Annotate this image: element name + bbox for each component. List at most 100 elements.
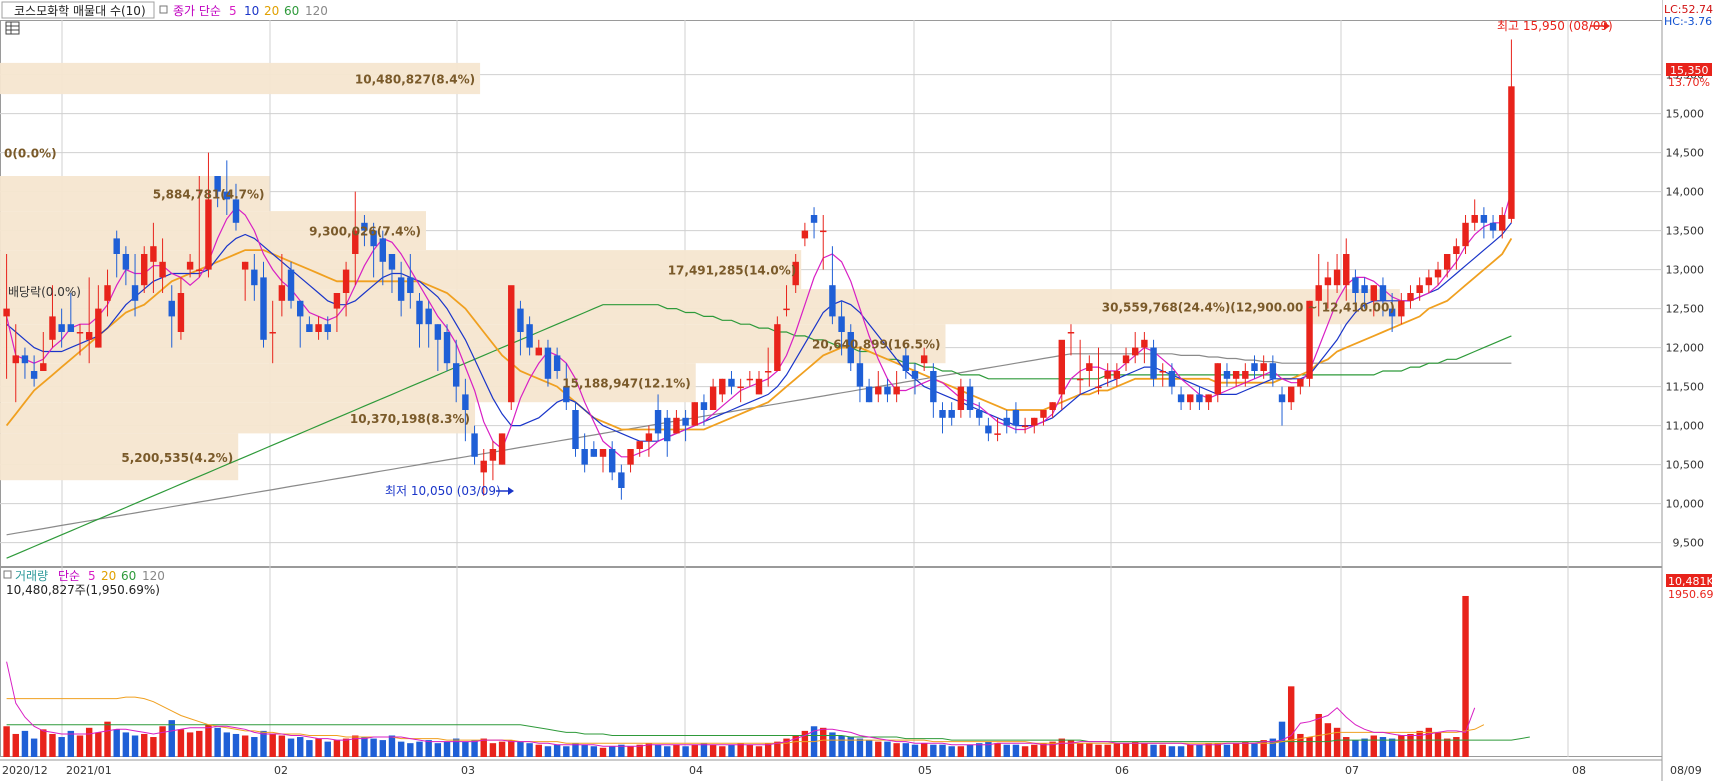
volume-bar [1003, 744, 1010, 757]
candle-body [462, 394, 469, 410]
last-price-tag-text: 15,350 [1670, 64, 1709, 77]
candle-body [67, 324, 75, 332]
volume-bar [150, 737, 157, 757]
volume-profile-label: 30,559,768(24.4%)(12,900.00 ~ 12,410.00) [1102, 301, 1395, 315]
volume-bar [1453, 737, 1460, 757]
volume-bar [1021, 746, 1029, 757]
candle-body [728, 378, 735, 387]
candle-body [333, 293, 341, 309]
candle-body [746, 378, 754, 381]
candle-body [1278, 394, 1286, 403]
candle-body [159, 261, 166, 278]
table-icon[interactable] [5, 21, 20, 35]
candle-body [636, 441, 643, 449]
candle-body [599, 449, 607, 457]
volume-bar [352, 735, 359, 757]
candle-body [1407, 293, 1414, 301]
candle-body [1242, 371, 1249, 379]
volume-bar [1131, 741, 1139, 757]
volume-bar [526, 743, 533, 757]
candle-body [480, 460, 487, 473]
price-title-box [1, 1, 155, 19]
candle-body [572, 410, 579, 449]
volume-bar [966, 744, 974, 757]
volume-profile-band [0, 62, 481, 95]
volume-bar [884, 741, 891, 757]
candle-body [618, 472, 625, 488]
volume-bar [1434, 732, 1442, 757]
volume-bar [654, 744, 662, 757]
candle-body [1370, 285, 1377, 301]
low-annotation: 최저 10,050 (03/09) [385, 484, 501, 498]
candle-body [1012, 410, 1020, 426]
x-tick-label: 08 [1572, 764, 1586, 777]
volume-bar [232, 733, 240, 757]
volume-bar [67, 730, 75, 757]
volume-bar [939, 744, 946, 757]
volume-bar [976, 743, 983, 757]
volume-profile-label: 5,884,781(4.7%) [153, 188, 265, 202]
candle-body [1196, 394, 1203, 403]
candle-body [1177, 394, 1185, 403]
candle-body [1361, 285, 1368, 293]
volume-bar [856, 738, 864, 757]
volume-bar [1462, 595, 1469, 757]
price-tick-label: 12,500 [1666, 303, 1705, 316]
volume-bar [1232, 743, 1240, 757]
candle-body [214, 176, 221, 192]
last-vol-tag-text: 10,481K [1668, 575, 1714, 588]
volume-bar [1187, 744, 1194, 757]
candle-body [792, 261, 799, 286]
candle-body [517, 308, 524, 332]
candle-body [1021, 425, 1029, 428]
volume-bar [581, 744, 588, 757]
volume-bar [902, 743, 910, 757]
candle-body [563, 386, 570, 403]
volume-bar [278, 735, 286, 757]
ma10-line [6, 222, 1512, 442]
candle-body [1425, 277, 1433, 286]
volume-bar [196, 730, 203, 757]
volume-bar [1260, 740, 1267, 757]
volume-bar [755, 746, 763, 757]
candle-body [49, 316, 56, 340]
candle-body [948, 410, 955, 418]
volume-profile-band [0, 324, 946, 364]
volume-bar [829, 732, 836, 757]
candle-body [1086, 363, 1093, 371]
volume-profile-label: 15,188,947(12.1%) [562, 377, 691, 391]
candle-body [976, 410, 983, 418]
candle-body [994, 433, 1001, 435]
x-tick-label: 07 [1345, 764, 1359, 777]
volume-bar [1398, 735, 1405, 757]
high-annotation: 최고 15,950 (08/09) [1497, 19, 1613, 33]
volume-bar [1040, 743, 1047, 757]
volume-moving-averages [6, 661, 1530, 747]
volume-bar [1425, 727, 1433, 757]
volume-bar [95, 732, 102, 757]
candle-body [342, 269, 350, 293]
candle-body [1315, 285, 1322, 301]
volume-bar [627, 746, 634, 757]
ma10-legend: 10 [244, 4, 259, 18]
candle-body [1333, 269, 1341, 286]
x-tick-label: 04 [689, 764, 703, 777]
volume-bars [3, 595, 1469, 757]
candle-body [416, 300, 423, 325]
candle-body [379, 238, 387, 262]
candle-body [1141, 339, 1148, 348]
candle-body [939, 410, 946, 418]
last-vol-pct-text: 1950.69 [1668, 588, 1714, 601]
candle-body [737, 386, 744, 389]
volume-bar [397, 741, 405, 757]
volume-bar [104, 721, 111, 757]
candle-body [186, 261, 194, 270]
candle-body [452, 363, 460, 387]
candle-body [664, 417, 671, 442]
labels: 10,480,827(8.4%) 0(0.0%) 5,884,781(4.7%) 9,… [4, 73, 1395, 465]
volume-bar [1076, 743, 1084, 757]
volume-profile-label: 10,480,827(8.4%) [355, 73, 475, 87]
x-tick-label: 02 [274, 764, 288, 777]
candle-body [1205, 394, 1212, 403]
